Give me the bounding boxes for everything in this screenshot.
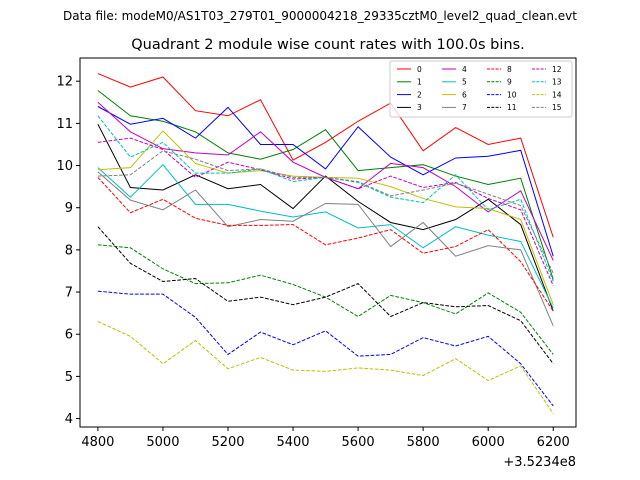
y-tick-label: 7 — [65, 286, 73, 301]
series-line-11 — [97, 226, 554, 365]
y-tick-label: 8 — [65, 243, 73, 258]
suptitle: Data file: modeM0/AS1T03_279T01_90000042… — [63, 9, 577, 23]
series-line-7 — [97, 171, 554, 326]
y-tick-label: 9 — [65, 201, 73, 216]
legend-label-3: 3 — [417, 103, 422, 112]
x-tick-label: 5600 — [342, 435, 375, 450]
legend-label-5: 5 — [462, 78, 467, 87]
legend-label-15: 15 — [552, 103, 562, 112]
plot-area-frame — [79, 57, 577, 428]
y-tick-label: 10 — [56, 159, 73, 174]
y-tick-label: 6 — [65, 328, 73, 343]
x-offset-label: +3.5234e8 — [503, 455, 576, 470]
legend-label-1: 1 — [417, 78, 422, 87]
legend-label-10: 10 — [507, 90, 517, 99]
series-line-10 — [97, 290, 554, 407]
legend-label-14: 14 — [552, 90, 562, 99]
x-tick-label: 6200 — [537, 435, 570, 450]
series-line-15 — [97, 150, 554, 274]
series-line-14 — [97, 321, 554, 414]
y-tick-label: 12 — [56, 75, 73, 90]
chart-title: Quadrant 2 module wise count rates with … — [131, 37, 525, 53]
y-tick-label: 11 — [56, 117, 73, 132]
legend-label-2: 2 — [417, 90, 422, 99]
x-tick-label: 5200 — [211, 435, 244, 450]
series-line-0 — [97, 73, 554, 238]
legend-label-7: 7 — [462, 103, 467, 112]
y-axis: 4 5 6 7 8 9 10 11 12 — [56, 75, 80, 427]
series-line-9 — [97, 244, 554, 355]
x-tick-label: 5000 — [146, 435, 179, 450]
legend-label-4: 4 — [462, 65, 467, 74]
x-axis: 4800 5000 5200 5400 5600 5800 6000 6200 — [81, 427, 570, 450]
series-line-2 — [97, 106, 554, 257]
y-tick-label: 4 — [65, 412, 73, 427]
legend-label-9: 9 — [507, 78, 512, 87]
x-tick-label: 5800 — [407, 435, 440, 450]
legend-label-0: 0 — [417, 65, 422, 74]
x-tick-label: 5400 — [276, 435, 309, 450]
y-tick-label: 5 — [65, 370, 73, 385]
x-tick-label: 4800 — [81, 435, 114, 450]
legend-label-8: 8 — [507, 65, 512, 74]
series-line-5 — [97, 163, 554, 309]
series-line-3 — [97, 123, 554, 312]
x-tick-label: 6000 — [472, 435, 505, 450]
series-line-8 — [97, 177, 554, 312]
legend-label-12: 12 — [552, 65, 562, 74]
legend-label-6: 6 — [462, 90, 467, 99]
legend-label-11: 11 — [507, 103, 517, 112]
legend-box — [389, 60, 573, 118]
series-layer — [97, 73, 554, 414]
legend-label-13: 13 — [552, 78, 562, 87]
